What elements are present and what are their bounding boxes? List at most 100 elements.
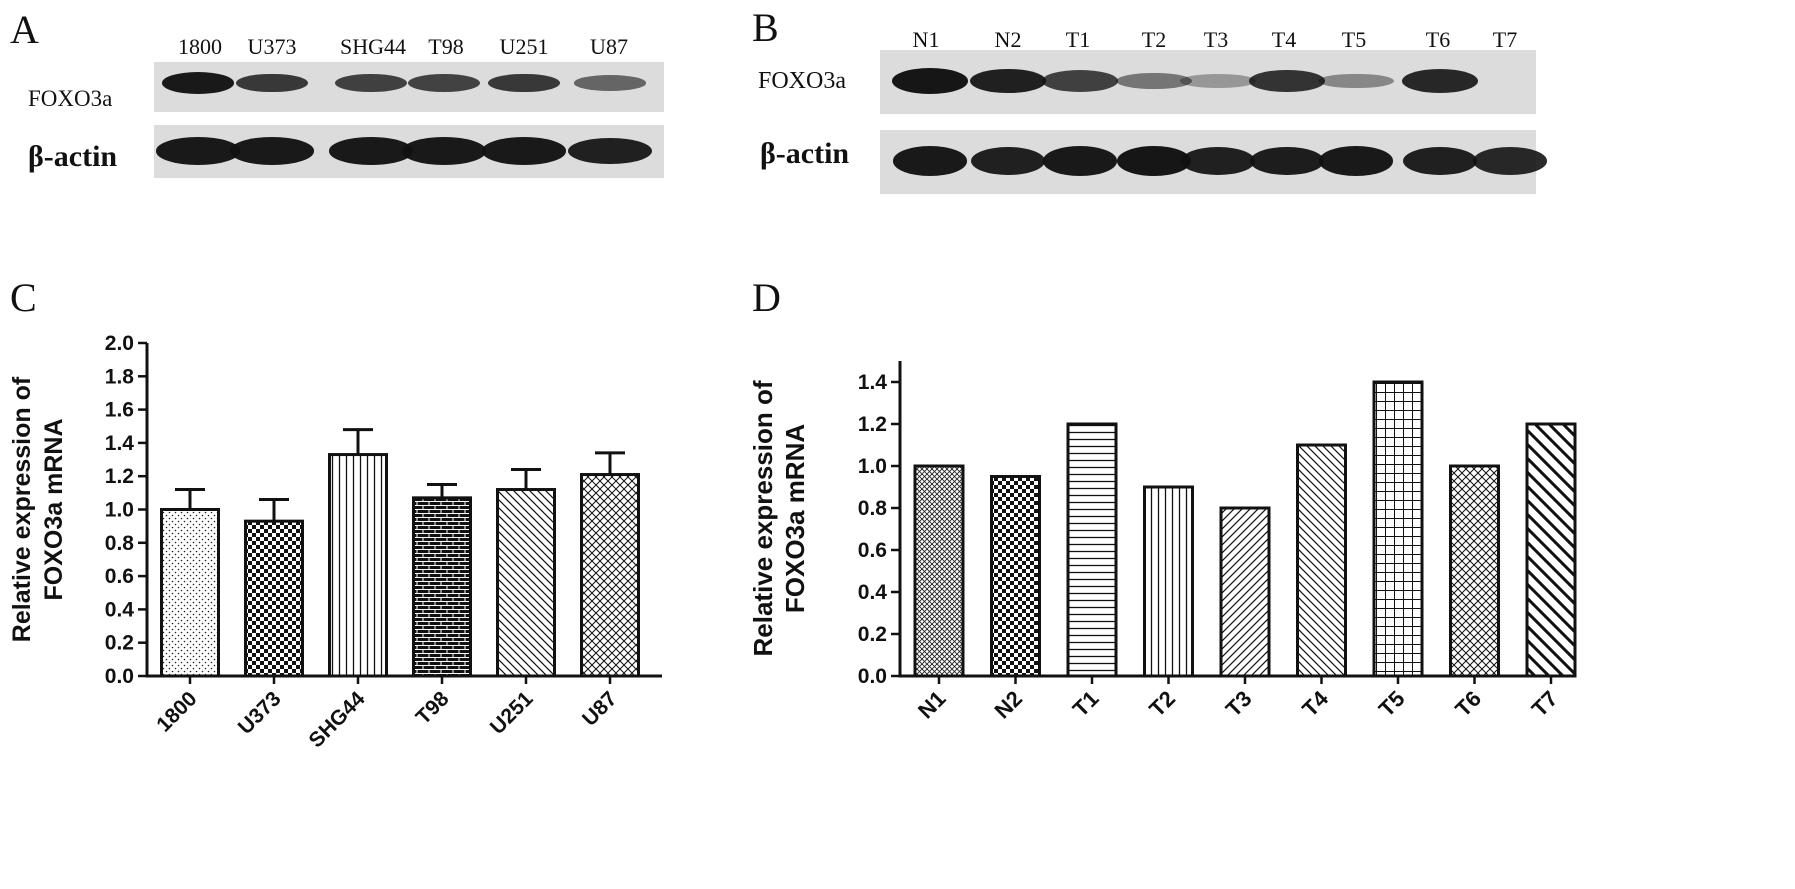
x-tick-label: U373 [234, 687, 286, 739]
blot-b-row-label-actin: β-actin [760, 137, 850, 170]
x-tick-label: T1 [1068, 686, 1104, 722]
y-tick-label: 1.0 [105, 499, 134, 522]
blot-b-lane-label: N1 [912, 27, 940, 52]
bar [160, 508, 220, 678]
x-tick-label: T5 [1374, 686, 1410, 722]
blot-a-actin-band [402, 137, 486, 165]
bar [1449, 464, 1500, 678]
x-tick-label: T7 [1527, 686, 1563, 722]
blot-b-foxo3a-band [892, 68, 968, 94]
blot-b-actin-band [1403, 146, 1477, 176]
y-tick-label: 1.2 [105, 465, 134, 488]
blot-a-lane-label: U251 [499, 34, 549, 59]
y-axis-title-line-1: Relative expression of [8, 376, 36, 642]
y-tick-label: 0.0 [858, 665, 887, 688]
blot-b-foxo3a-band [1042, 70, 1118, 92]
blot-a-actin-band [230, 137, 314, 165]
blot-a-actin-band [156, 137, 240, 165]
x-tick-label: U87 [578, 687, 622, 731]
blot-b-actin-band [1319, 146, 1393, 176]
blot-a-lane-label: U373 [247, 34, 297, 59]
y-tick-label: 2.0 [105, 332, 134, 355]
blot-b-lane-label: T7 [1492, 27, 1518, 52]
y-tick-label: 1.4 [858, 371, 888, 394]
blot-a-foxo3a-band [236, 73, 308, 93]
blot-b-foxo3a-band [1249, 69, 1325, 93]
blot-a-row-label-actin: β-actin [28, 140, 118, 173]
y-tick-label: 0.4 [858, 581, 888, 604]
blot-b-actin-band [1473, 147, 1547, 175]
blot-b-foxo3a-band [1318, 73, 1394, 89]
y-axis-title-line-2: FOXO3a mRNA [40, 419, 68, 601]
x-tick-label: T4 [1297, 685, 1333, 721]
bar [412, 496, 472, 678]
blot-b-lane-label: T3 [1203, 27, 1229, 52]
panel-d-chart: 0.0 0.2 0.4 0.6 0.8 1.0 1.2 1.4 N1 N2 T1 T2 T3 T4 T5 T6… [748, 361, 1577, 724]
blot-b-lane-label: T1 [1065, 27, 1091, 52]
blot-b-row-label-foxo3a: FOXO3a [758, 68, 846, 94]
y-tick-label: 0.2 [858, 623, 887, 646]
bar [1296, 443, 1347, 678]
blot-a-lane-label: SHG44 [339, 34, 407, 59]
blot-a-foxo3a-band [162, 72, 234, 94]
x-tick-label: T3 [1221, 686, 1257, 722]
bar [244, 519, 304, 678]
bar [1372, 380, 1424, 678]
blot-b-actin-band [1181, 146, 1255, 176]
y-axis-title-line-2: FOXO3a mRNA [780, 424, 810, 613]
y-tick-label: 1.8 [105, 365, 135, 388]
blot-b-foxo3a-band [1402, 69, 1478, 93]
blot-b-lane-label: T6 [1425, 27, 1451, 52]
blot-b-lane-label: T2 [1141, 27, 1167, 52]
panel-c-chart: 0.0 0.2 0.4 0.6 0.8 1.0 1.2 1.4 1.6 1.8 2.0 1800 U37… [8, 332, 662, 752]
y-tick-label: 0.6 [105, 565, 134, 588]
bar [328, 453, 388, 678]
y-tick-label: 0.0 [105, 665, 134, 688]
blot-a-lane-label: U87 [590, 34, 628, 59]
bar [580, 473, 640, 678]
blot-a-foxo3a-band [408, 73, 480, 93]
blot-a-actin-band [482, 137, 566, 165]
y-tick-label: 0.2 [105, 632, 134, 655]
blot-b-actin-band [971, 146, 1045, 176]
blot-b-foxo3a-band [1116, 72, 1192, 90]
bar [1219, 506, 1271, 678]
blot-a-lane-label: 1800 [178, 34, 222, 59]
blot-b-actin-band [1117, 146, 1191, 176]
x-tick-label: T2 [1144, 686, 1180, 722]
y-tick-label: 0.8 [105, 532, 135, 555]
blot-b-foxo3a-band [1180, 74, 1256, 88]
blot-b-lane-label: N2 [994, 27, 1022, 52]
bar [1525, 422, 1577, 678]
y-axis-title-line-1: Relative expression of [748, 380, 778, 656]
x-tick-label: 1800 [152, 687, 201, 736]
blot-b-lane-label: T4 [1271, 27, 1297, 52]
blot-b-foxo3a-band [970, 68, 1046, 94]
x-tick-label: T98 [412, 687, 454, 729]
bar [990, 475, 1041, 678]
blot-a-foxo3a-band [574, 75, 646, 91]
panel-d-letter: D [752, 275, 781, 320]
blot-a-lane-label: T98 [428, 34, 464, 59]
blot-a-foxo3a-band [335, 73, 407, 93]
x-tick-label: N1 [913, 686, 951, 724]
panel-a-letter: A [10, 7, 39, 52]
bar [913, 464, 965, 678]
bar [1143, 485, 1194, 678]
blot-b-actin-band [1250, 146, 1324, 176]
x-tick-label: SHG44 [305, 687, 370, 752]
blot-a-actin-band [329, 137, 413, 165]
blot-b-lane-label: T5 [1341, 27, 1367, 52]
x-tick-label: T6 [1450, 686, 1486, 722]
y-tick-label: 1.2 [858, 413, 887, 436]
panel-c-letter: C [10, 275, 37, 320]
bar [496, 488, 556, 678]
bar [1066, 422, 1118, 678]
blot-b-actin-band [1043, 146, 1117, 176]
panel-b-letter: B [752, 5, 779, 50]
y-tick-label: 0.4 [105, 598, 135, 621]
y-tick-label: 1.4 [105, 432, 135, 455]
y-tick-label: 0.6 [858, 539, 887, 562]
y-tick-label: 1.6 [105, 399, 134, 422]
x-tick-label: U251 [486, 687, 538, 739]
